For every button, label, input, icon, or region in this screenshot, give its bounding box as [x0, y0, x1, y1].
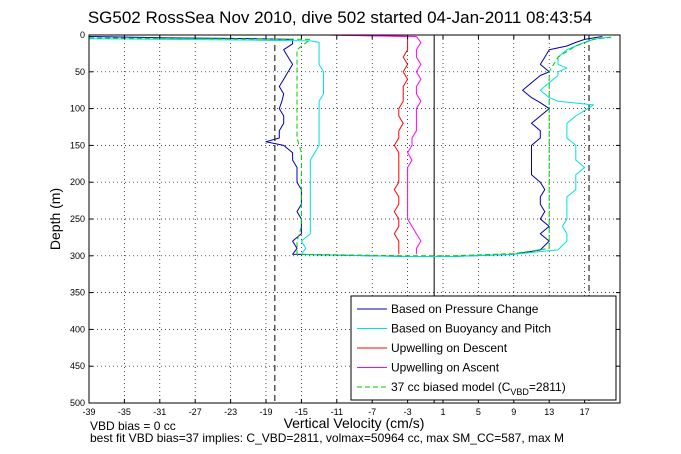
y-tick-label: 100: [70, 104, 85, 114]
series-line: [88, 36, 603, 257]
y-tick-label: 300: [70, 251, 85, 261]
x-tick-label: -39: [82, 407, 95, 417]
y-tick-label: 50: [75, 67, 85, 77]
x-tick-label: 17: [580, 407, 590, 417]
legend: Based on Pressure Change Based on Buoyanc…: [350, 295, 617, 401]
legend-box: [350, 295, 617, 401]
x-tick-label: 13: [544, 407, 554, 417]
x-tick-label: -35: [118, 407, 131, 417]
y-axis-label: Depth (m): [47, 188, 63, 250]
x-tick-label: -7: [368, 407, 376, 417]
x-tick-label: -27: [189, 407, 202, 417]
x-tick-label: -31: [153, 407, 166, 417]
series-line: [88, 36, 612, 257]
legend-label: Upwelling on Ascent: [391, 361, 500, 375]
y-tick-label: 150: [70, 140, 85, 150]
y-tick-label: 250: [70, 214, 85, 224]
footer-line-1: VBD bias = 0 cc: [90, 419, 176, 433]
x-tick-label: -19: [259, 407, 272, 417]
y-tick-label: 500: [70, 398, 85, 408]
footer-line-2: best fit VBD bias=37 implies: C_VBD=2811…: [90, 431, 564, 445]
legend-label: Upwelling on Descent: [391, 341, 508, 355]
chart-title: SG502 RossSea Nov 2010, dive 502 started…: [88, 8, 592, 27]
series-line: [88, 36, 612, 257]
series-line: [327, 34, 422, 255]
y-axis-ticks: 0 50 100 150 200 250 300 350 400 450 500: [70, 30, 620, 408]
series-layer: [88, 34, 612, 257]
series-line: [327, 34, 409, 255]
x-tick-label: 1: [440, 407, 445, 417]
legend-label: Based on Buoyancy and Pitch: [391, 322, 551, 336]
y-tick-label: 450: [70, 361, 85, 371]
x-tick-label: -23: [224, 407, 237, 417]
y-tick-label: 400: [70, 324, 85, 334]
y-tick-label: 200: [70, 177, 85, 187]
y-tick-label: 0: [80, 30, 85, 40]
x-tick-label: -11: [331, 407, 343, 417]
x-tick-label: -15: [295, 407, 308, 417]
legend-label: Based on Pressure Change: [391, 302, 539, 316]
x-axis-label: Vertical Velocity (cm/s): [284, 415, 425, 431]
x-axis-ticks: -39 -35 -31 -27 -23 -19 -15 -11 -7 -3 1 5 9 13 17: [82, 35, 590, 417]
x-tick-label: -3: [404, 407, 412, 417]
x-tick-label: 5: [476, 407, 481, 417]
x-tick-label: 9: [511, 407, 516, 417]
y-tick-label: 350: [70, 288, 85, 298]
